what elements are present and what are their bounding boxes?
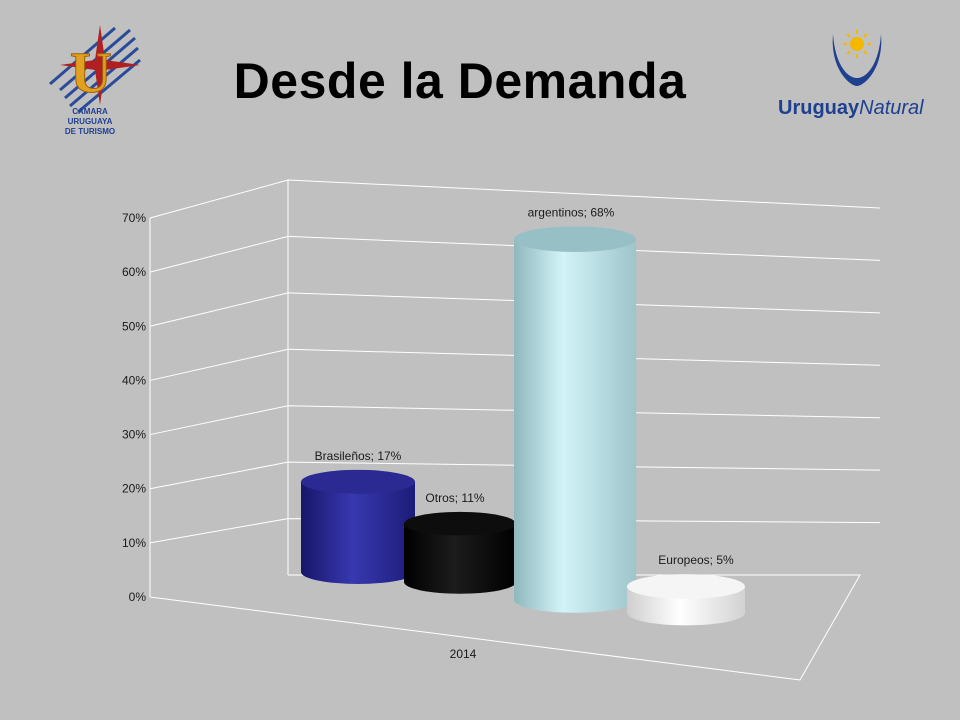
data-label: Otros; 11% — [425, 491, 484, 505]
gridline — [149, 235, 881, 273]
logo-line-3: DE TURISMO — [65, 127, 115, 136]
y-tick-label: 60% — [122, 265, 146, 279]
gridline — [149, 348, 881, 381]
floor-outline — [149, 574, 861, 681]
data-label: Brasileños; 17% — [315, 449, 402, 463]
y-tick-label: 30% — [122, 428, 146, 442]
bar-top — [627, 574, 745, 599]
logo-word-bold: Uruguay — [778, 97, 860, 119]
y-tick-label: 10% — [122, 536, 146, 550]
data-label: Europeos; 5% — [658, 553, 734, 567]
bar-cylinder — [514, 226, 636, 613]
gridline — [149, 179, 881, 219]
bar-body — [404, 523, 516, 594]
y-axis-ticks: 0% 10% 20% 30% 40% 50% 60% 70% — [122, 211, 146, 604]
bar-cylinder — [404, 511, 516, 594]
bars — [301, 226, 745, 626]
y-tick-label: 40% — [122, 373, 146, 387]
logo-letter: U — [70, 40, 112, 105]
gridline — [149, 405, 881, 436]
bar-body — [514, 239, 636, 613]
data-label: argentinos; 68% — [528, 205, 615, 219]
bar-top — [514, 226, 636, 253]
x-category-label: 2014 — [450, 647, 477, 661]
camara-uruguaya-logo: U CAMARA URUGUAYA DE TURISMO — [49, 25, 141, 136]
bar-top — [301, 469, 415, 494]
logo-line-1: CAMARA — [72, 107, 108, 116]
sun-icon — [843, 30, 871, 58]
bar-top — [404, 511, 516, 536]
uruguay-natural-logo: UruguayNatural — [778, 30, 924, 119]
bar-body — [301, 481, 415, 584]
y-tick-label: 70% — [122, 211, 146, 225]
gridline — [149, 292, 881, 327]
logo-line-2: URUGUAYA — [68, 117, 113, 126]
gridline — [149, 518, 881, 544]
gridline — [149, 461, 881, 490]
logo-word-light: Natural — [859, 97, 924, 119]
y-tick-label: 20% — [122, 482, 146, 496]
bar-cylinder — [301, 469, 415, 584]
y-tick-label: 50% — [122, 319, 146, 333]
gridlines — [149, 179, 881, 544]
y-tick-label: 0% — [129, 590, 147, 604]
slide-title: Desde la Demanda — [233, 53, 687, 109]
bar-cylinder — [627, 574, 745, 626]
svg-text:UruguayNatural: UruguayNatural — [778, 97, 924, 119]
data-labels: Brasileños; 17% Otros; 11% argentinos; 68%… — [315, 205, 734, 567]
